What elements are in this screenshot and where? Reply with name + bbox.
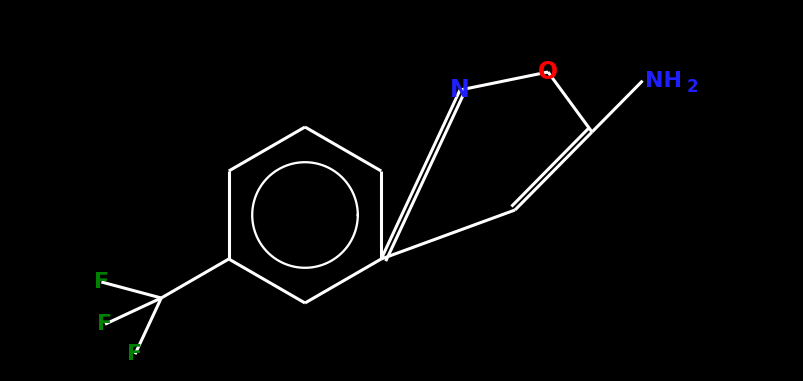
Text: 2: 2 bbox=[686, 78, 697, 96]
Text: N: N bbox=[450, 78, 469, 102]
Text: F: F bbox=[94, 272, 108, 292]
Text: F: F bbox=[128, 344, 142, 364]
Text: F: F bbox=[97, 314, 112, 334]
Text: NH: NH bbox=[644, 71, 681, 91]
Text: O: O bbox=[537, 60, 557, 84]
